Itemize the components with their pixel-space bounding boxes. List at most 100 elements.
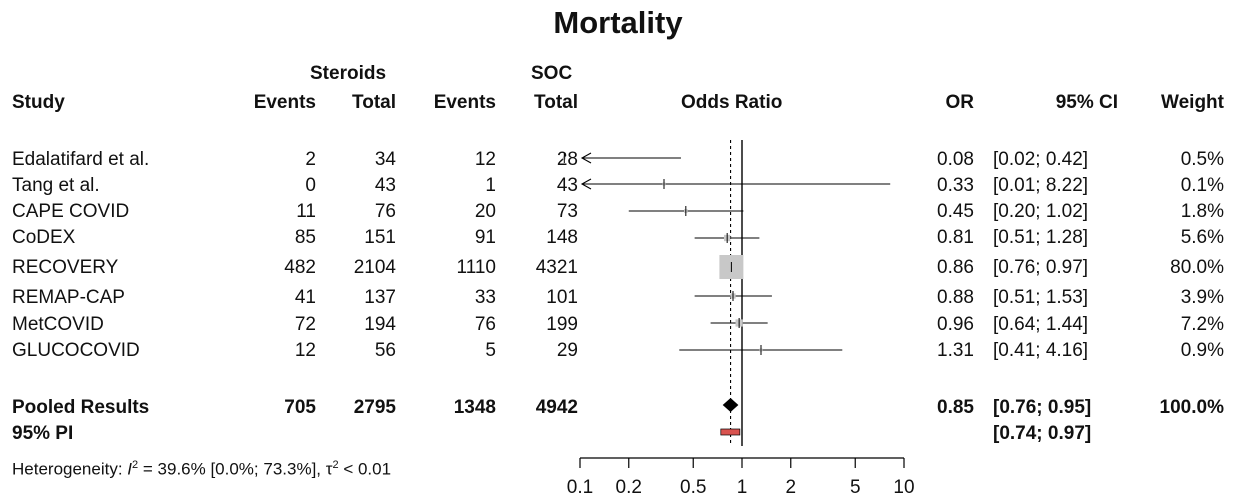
pooled-steroid-total: 2795 xyxy=(353,397,396,418)
or-value: 0.96 xyxy=(937,314,974,335)
steroid-events: 2 xyxy=(305,149,316,170)
steroid-total: 194 xyxy=(364,314,396,335)
ci-value: [0.01; 8.22] xyxy=(993,175,1089,196)
study-name: CoDEX xyxy=(12,227,76,248)
steroid-events: 482 xyxy=(284,257,316,278)
tau-symbol: τ xyxy=(325,459,333,479)
steroid-total: 137 xyxy=(364,287,396,308)
pooled-weight: 100.0% xyxy=(1159,397,1224,418)
or-value: 1.31 xyxy=(937,340,974,361)
steroid-total: 76 xyxy=(374,201,396,222)
table-row: REMAP-CAP 41 137 33 101 0.88 [0.51; 1.53… xyxy=(0,285,1236,311)
pooled-soc-total: 4942 xyxy=(535,397,578,418)
soc-events: 1 xyxy=(485,175,496,196)
or-value: 0.45 xyxy=(937,201,974,222)
soc-events: 76 xyxy=(474,314,496,335)
ci-arrow xyxy=(580,178,592,190)
steroid-total: 43 xyxy=(374,175,396,196)
i2-exponent: 2 xyxy=(132,459,139,471)
study-name: RECOVERY xyxy=(12,257,119,278)
steroid-events: 72 xyxy=(294,314,316,335)
header-soc-events: Events xyxy=(433,92,496,113)
prediction-interval-bar xyxy=(720,428,741,436)
header-steroids: Steroids xyxy=(310,63,387,84)
table-row: CoDEX 85 151 91 148 0.81 [0.51; 1.28] 5.… xyxy=(0,225,1236,251)
header-odds-ratio: Odds Ratio xyxy=(681,92,783,113)
steroid-events: 85 xyxy=(294,227,316,248)
steroid-events: 0 xyxy=(305,175,316,196)
or-value: 0.88 xyxy=(937,287,974,308)
header-steroid-total: Total xyxy=(352,92,396,113)
pooled-label: Pooled Results xyxy=(12,397,150,418)
ci-value: [0.76; 0.97] xyxy=(993,257,1089,278)
pooled-row: Pooled Results 705 2795 1348 4942 0.85 [… xyxy=(0,395,1236,421)
ci-value: [0.51; 1.28] xyxy=(993,227,1089,248)
soc-events: 91 xyxy=(474,227,496,248)
or-value: 0.33 xyxy=(937,175,974,196)
weight-value: 1.8% xyxy=(1180,201,1224,222)
steroid-events: 41 xyxy=(294,287,316,308)
table-row: CAPE COVID 11 76 20 73 0.45 [0.20; 1.02]… xyxy=(0,199,1236,225)
chart-title: Mortality xyxy=(553,5,683,40)
tau-value: < 0.01 xyxy=(338,459,392,479)
pooled-or: 0.85 xyxy=(937,397,974,418)
weight-value: 0.5% xyxy=(1180,149,1224,170)
header-steroid-events: Events xyxy=(253,92,316,113)
study-name: Tang et al. xyxy=(12,175,100,196)
pooled-soc-events: 1348 xyxy=(453,397,496,418)
weight-value: 0.9% xyxy=(1180,340,1224,361)
header-soc-total: Total xyxy=(534,92,578,113)
pi-row: 95% PI [0.74; 0.97] xyxy=(0,421,1236,447)
ci-value: [0.02; 0.42] xyxy=(993,149,1089,170)
pi-ci: [0.74; 0.97] xyxy=(993,423,1092,444)
header-soc: SOC xyxy=(531,63,573,84)
soc-total: 28 xyxy=(556,149,578,170)
tau-exponent: 2 xyxy=(332,459,339,471)
table-row: MetCOVID 72 194 76 199 0.96 [0.64; 1.44]… xyxy=(0,312,1236,338)
ci-value: [0.41; 4.16] xyxy=(993,340,1089,361)
steroid-total: 151 xyxy=(364,227,396,248)
x-tick-label: 0.1 xyxy=(567,477,593,498)
i2-value: = 39.6% [0.0%; 73.3%], xyxy=(138,459,326,479)
pooled-ci: [0.76; 0.95] xyxy=(993,397,1092,418)
steroid-total: 56 xyxy=(374,340,396,361)
x-tick-label: 1 xyxy=(737,477,748,498)
heterogeneity-prefix: Heterogeneity: xyxy=(12,459,128,479)
heterogeneity-text: Heterogeneity: I2 = 39.6% [0.0%; 73.3%],… xyxy=(12,454,391,481)
header-ci: 95% CI xyxy=(1055,92,1118,113)
weight-value: 80.0% xyxy=(1170,257,1224,278)
steroid-total: 2104 xyxy=(353,257,396,278)
weight-value: 5.6% xyxy=(1180,227,1224,248)
soc-total: 73 xyxy=(556,201,578,222)
ci-value: [0.51; 1.53] xyxy=(993,287,1089,308)
header-or: OR xyxy=(945,92,975,113)
soc-events: 5 xyxy=(485,340,496,361)
x-tick-label: 0.5 xyxy=(680,477,706,498)
steroid-total: 34 xyxy=(374,149,396,170)
study-name: REMAP-CAP xyxy=(12,287,125,308)
table-row: GLUCOCOVID 12 56 5 29 1.31 [0.41; 4.16] … xyxy=(0,338,1236,364)
soc-total: 29 xyxy=(556,340,578,361)
ci-arrow xyxy=(580,152,592,164)
header-study: Study xyxy=(12,92,65,113)
ci-value: [0.20; 1.02] xyxy=(993,201,1089,222)
study-name: CAPE COVID xyxy=(12,201,130,222)
table-row: RECOVERY 482 2104 1110 4321 0.86 [0.76; … xyxy=(0,255,1236,281)
or-value: 0.86 xyxy=(937,257,974,278)
steroid-events: 12 xyxy=(294,340,316,361)
soc-total: 148 xyxy=(546,227,578,248)
study-name: GLUCOCOVID xyxy=(12,340,140,361)
soc-total: 43 xyxy=(556,175,578,196)
weight-value: 3.9% xyxy=(1180,287,1224,308)
ci-value: [0.64; 1.44] xyxy=(993,314,1089,335)
table-row: Edalatifard et al. 2 34 12 28 0.08 [0.02… xyxy=(0,147,1236,173)
x-tick-label: 10 xyxy=(893,477,914,498)
x-tick-label: 2 xyxy=(785,477,796,498)
weight-value: 7.2% xyxy=(1180,314,1224,335)
pooled-diamond xyxy=(722,398,739,412)
soc-events: 20 xyxy=(474,201,496,222)
soc-events: 12 xyxy=(474,149,496,170)
study-name: MetCOVID xyxy=(12,314,104,335)
weight-value: 0.1% xyxy=(1180,175,1224,196)
pooled-steroid-events: 705 xyxy=(284,397,316,418)
